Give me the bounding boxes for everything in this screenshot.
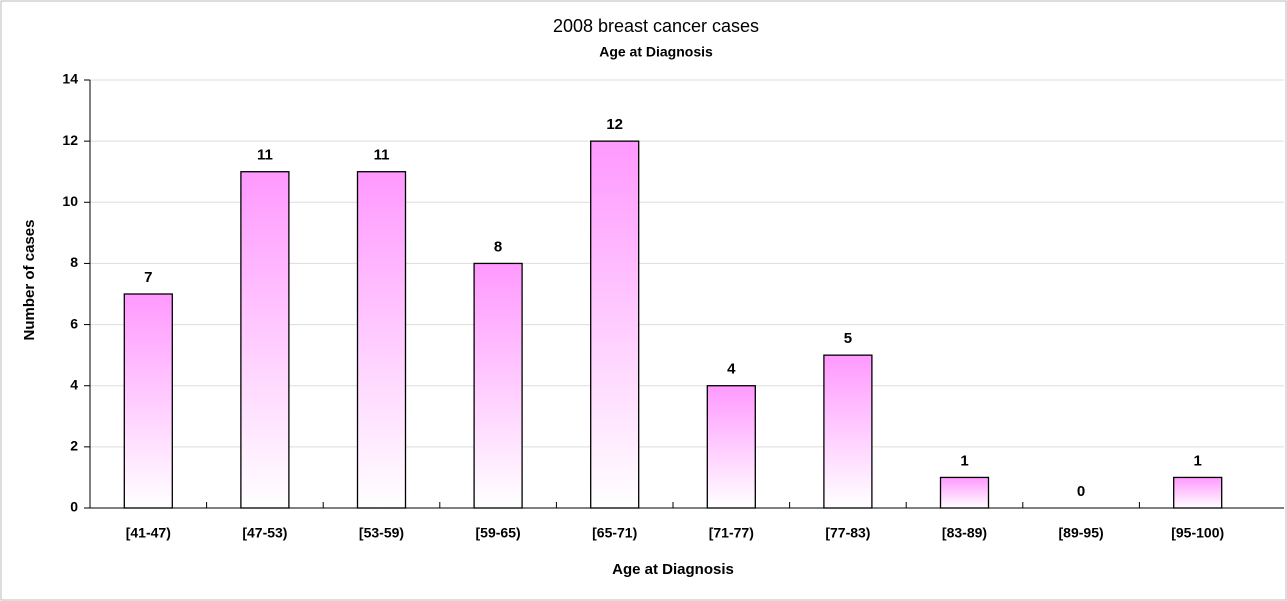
y-tick-label: 4 — [70, 376, 78, 392]
bar — [123, 293, 173, 509]
bar — [473, 262, 523, 509]
chart-subtitle: Age at Diagnosis — [599, 44, 713, 60]
y-tick-label: 0 — [70, 499, 78, 515]
x-axis-label: Age at Diagnosis — [612, 561, 734, 578]
data-label: 11 — [374, 147, 390, 164]
x-tick-label: [53-59) — [359, 525, 404, 541]
data-label: 8 — [494, 238, 502, 255]
bar — [1173, 476, 1223, 509]
y-tick-label: 14 — [62, 71, 78, 87]
y-axis-label: Number of cases — [21, 220, 38, 341]
x-tick-label: [65-71) — [592, 525, 637, 541]
y-tick-label: 12 — [62, 132, 78, 148]
bar — [240, 171, 290, 509]
data-label: 1 — [960, 452, 968, 469]
x-tick-label: [89-95) — [1059, 525, 1104, 541]
data-label: 11 — [257, 147, 273, 164]
x-tick-label: [59-65) — [476, 525, 521, 541]
data-label: 5 — [844, 330, 852, 347]
bar — [356, 171, 407, 509]
bar — [823, 354, 873, 509]
x-tick-label: [95-100) — [1171, 525, 1224, 541]
x-tick-label: [47-53) — [242, 525, 287, 541]
chart-title: 2008 breast cancer cases — [553, 16, 759, 36]
bar — [706, 385, 756, 509]
x-tick-label: [71-77) — [709, 525, 754, 541]
data-label: 7 — [144, 269, 152, 286]
data-label: 0 — [1077, 483, 1085, 500]
data-label: 12 — [606, 116, 623, 133]
y-tick-label: 8 — [70, 254, 78, 270]
x-tick-label: [83-89) — [942, 525, 987, 541]
data-label: 4 — [727, 361, 736, 378]
y-tick-label: 2 — [70, 438, 78, 454]
data-label: 1 — [1194, 452, 1202, 469]
x-tick-label: [41-47) — [126, 525, 171, 541]
x-tick-label: [77-83) — [825, 525, 870, 541]
y-tick-label: 10 — [62, 193, 78, 209]
bar — [939, 476, 990, 509]
y-tick-label: 6 — [70, 315, 78, 331]
bar — [590, 140, 640, 509]
